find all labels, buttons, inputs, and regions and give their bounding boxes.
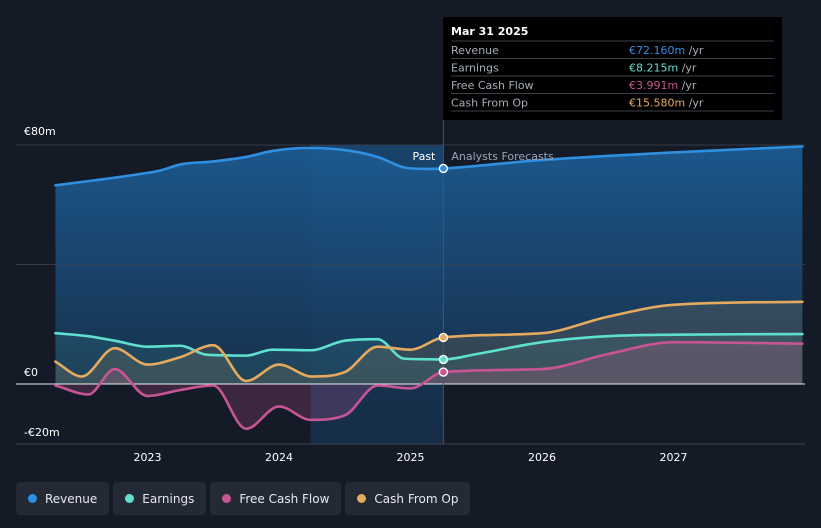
legend-label-revenue: Revenue <box>45 491 98 506</box>
revenue-marker[interactable] <box>438 163 449 174</box>
tooltip-value-unit: /yr <box>678 79 697 92</box>
tooltip-date: Mar 31 2025 <box>451 25 528 38</box>
tooltip-row-label: Cash From Op <box>451 97 528 110</box>
y-tick-label: -€20m <box>24 426 60 439</box>
legend-label-earnings: Earnings <box>142 491 195 506</box>
x-tick-label: 2027 <box>660 451 688 464</box>
tooltip-value-number: €15.580m <box>629 97 685 110</box>
free-cash-flow-dot-icon <box>222 494 232 503</box>
y-tick-label: €0 <box>24 366 38 379</box>
legend-item-revenue[interactable]: Revenue <box>16 482 110 515</box>
cash-from-op-area <box>55 301 803 384</box>
tooltip-row-label: Revenue <box>451 44 499 57</box>
tooltip-value-unit: /yr <box>685 97 704 110</box>
free-cash-flow-area <box>55 342 803 429</box>
revenue-line <box>54 145 804 187</box>
earnings-line <box>54 331 804 361</box>
revenue-area <box>55 146 803 384</box>
tooltip-value-number: €72.160m <box>629 44 685 57</box>
x-tick-label: 2025 <box>397 451 425 464</box>
revenue-dot-icon <box>28 494 37 503</box>
tooltip-row-value: €3.991m /yr <box>629 79 697 92</box>
x-tick-label: 2024 <box>265 451 293 464</box>
tooltip-row-value: €8.215m /yr <box>629 62 697 75</box>
earnings-marker[interactable] <box>438 354 449 365</box>
legend-label-free-cash-flow: Free Cash Flow <box>239 491 330 506</box>
tooltip-value-unit: /yr <box>685 44 704 57</box>
x-tick-label: 2023 <box>134 451 162 464</box>
tooltip-value-number: €8.215m <box>629 62 678 75</box>
cash-from-op-dot-icon <box>357 494 367 503</box>
cash-from-op-marker[interactable] <box>438 332 449 343</box>
y-tick-label: €80m <box>24 125 56 138</box>
tooltip-value-number: €3.991m <box>629 79 678 92</box>
free-cash-flow-line <box>54 340 804 431</box>
tooltip-row-value: €15.580m /yr <box>629 97 704 110</box>
tooltip-value-unit: /yr <box>678 62 697 75</box>
tooltip-row-label: Earnings <box>451 62 499 75</box>
legend-item-earnings[interactable]: Earnings <box>113 482 207 515</box>
tooltip: Mar 31 2025 Revenue €72.160m /yr Earnings €8… <box>443 17 782 120</box>
legend-item-free-cash-flow[interactable]: Free Cash Flow <box>210 482 342 515</box>
free-cash-flow-marker[interactable] <box>438 367 449 377</box>
earnings-area <box>55 333 803 384</box>
tooltip-background <box>443 17 782 120</box>
cash-from-op-line <box>54 300 804 383</box>
legend-item-cash-from-op[interactable]: Cash From Op <box>345 482 471 515</box>
earnings-dot-icon <box>125 494 135 503</box>
tooltip-row-value: €72.160m /yr <box>629 44 704 57</box>
past-label: Past <box>412 150 436 163</box>
x-tick-label: 2026 <box>528 451 556 464</box>
forecast-label: Analysts Forecasts <box>451 150 554 163</box>
tooltip-row-label: Free Cash Flow <box>451 79 534 92</box>
legend: Revenue Earnings Free Cash Flow Cash Fro… <box>16 482 471 515</box>
legend-label-cash-from-op: Cash From Op <box>374 491 459 506</box>
